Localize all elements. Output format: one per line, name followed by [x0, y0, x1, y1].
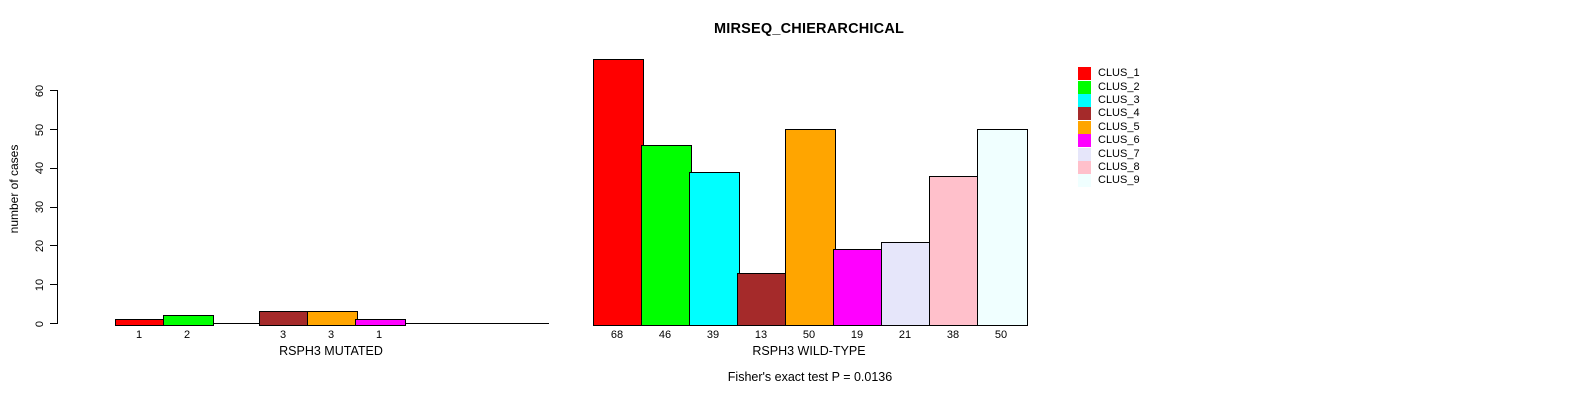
bar-clus_4 — [737, 272, 788, 326]
legend-label: CLUS_7 — [1098, 147, 1140, 160]
y-tick — [50, 129, 58, 131]
bar-value-label: 3 — [279, 329, 287, 341]
legend-label: CLUS_1 — [1098, 67, 1140, 80]
legend-swatch — [1078, 147, 1091, 161]
legend-label: CLUS_6 — [1098, 134, 1140, 147]
legend-label: CLUS_2 — [1098, 80, 1140, 93]
legend-item-clus_8: CLUS_8 — [1078, 160, 1140, 174]
legend: CLUS_1 CLUS_2 CLUS_3 CLUS_4 CLUS_5 CLUS_6 CLUS… — [1078, 67, 1140, 188]
legend-item-clus_9: CLUS_9 — [1078, 174, 1140, 188]
legend-label: CLUS_8 — [1098, 160, 1140, 173]
legend-item-clus_4: CLUS_4 — [1078, 107, 1140, 121]
y-tick — [50, 206, 58, 208]
y-tick-label: 60 — [34, 84, 46, 98]
legend-swatch — [1078, 134, 1091, 148]
legend-swatch — [1078, 120, 1091, 134]
legend-swatch — [1078, 174, 1091, 188]
bar-value-label: 50 — [802, 329, 816, 341]
y-tick — [50, 284, 58, 286]
bar-clus_3 — [689, 171, 740, 326]
legend-swatch — [1078, 107, 1091, 121]
bar-value-label: 3 — [327, 329, 335, 341]
fisher-test-note: Fisher's exact test P = 0.0136 — [727, 370, 893, 384]
legend-label: CLUS_3 — [1098, 93, 1140, 106]
bar-value-label: 68 — [610, 329, 624, 341]
bar-clus_1 — [593, 59, 644, 326]
bar-value-label: 50 — [994, 329, 1008, 341]
bar-value-label: 13 — [754, 329, 768, 341]
legend-swatch — [1078, 93, 1091, 107]
legend-item-clus_3: CLUS_3 — [1078, 93, 1140, 107]
legend-label: CLUS_4 — [1098, 107, 1140, 120]
x-axis-label-wildtype: RSPH3 WILD-TYPE — [752, 344, 866, 358]
legend-swatch — [1078, 80, 1091, 94]
x-axis-label-mutated: RSPH3 MUTATED — [279, 344, 383, 358]
bar-clus_2 — [641, 144, 692, 326]
bar-value-label: 46 — [658, 329, 672, 341]
bar-value-label: 38 — [946, 329, 960, 341]
y-tick-label: 10 — [34, 278, 46, 291]
y-axis-label: number of cases — [7, 144, 21, 234]
bar-clus_7 — [881, 241, 932, 326]
legend-item-clus_1: CLUS_1 — [1078, 67, 1140, 81]
chart-title: MIRSEQ_CHIERARCHICAL — [713, 21, 905, 37]
bar-clus_8 — [929, 175, 980, 326]
y-tick-label: 20 — [34, 239, 46, 253]
legend-swatch — [1078, 67, 1091, 81]
bar-clus_4 — [259, 311, 310, 326]
bar-clus_2 — [163, 315, 214, 326]
y-tick-label: 30 — [34, 201, 46, 214]
bar-clus_9 — [977, 129, 1028, 326]
bar-value-label: 1 — [135, 329, 143, 341]
y-tick-label: 50 — [34, 123, 46, 136]
legend-swatch — [1078, 160, 1091, 174]
bar-clus_5 — [785, 129, 836, 326]
legend-item-clus_5: CLUS_5 — [1078, 120, 1140, 134]
y-tick — [50, 90, 58, 92]
bar-clus_6 — [833, 249, 884, 326]
legend-item-clus_6: CLUS_6 — [1078, 134, 1140, 148]
y-tick — [50, 245, 58, 247]
bar-value-label: 39 — [706, 329, 720, 341]
y-tick — [50, 323, 58, 324]
y-tick-label: 0 — [34, 320, 46, 327]
y-tick-label: 40 — [34, 162, 46, 175]
legend-item-clus_7: CLUS_7 — [1078, 147, 1140, 161]
bar-value-label: 21 — [898, 329, 912, 341]
legend-item-clus_2: CLUS_2 — [1078, 80, 1140, 94]
bar-value-label: 19 — [850, 329, 864, 341]
legend-label: CLUS_5 — [1098, 120, 1140, 133]
bar-clus_5 — [307, 311, 358, 326]
bar-value-label: 2 — [183, 329, 191, 341]
y-tick — [50, 167, 58, 169]
bar-clus_6 — [355, 319, 406, 326]
bar-value-label: 1 — [375, 329, 383, 341]
bar-clus_1 — [115, 319, 166, 326]
legend-label: CLUS_9 — [1098, 174, 1140, 187]
